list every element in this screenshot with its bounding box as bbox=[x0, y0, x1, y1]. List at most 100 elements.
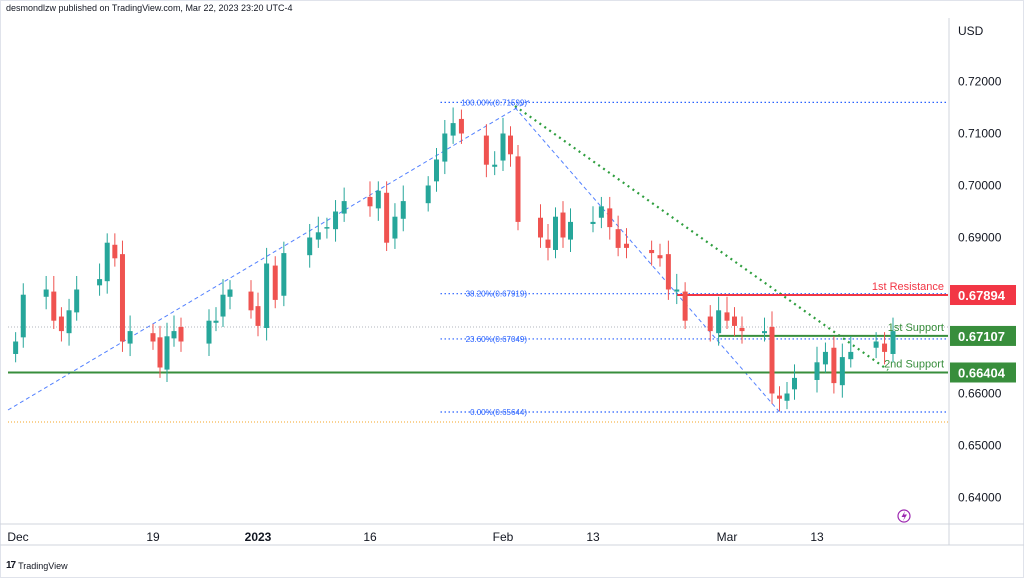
candle-body bbox=[665, 254, 671, 290]
candle-body bbox=[119, 254, 125, 342]
candle-body bbox=[882, 343, 888, 352]
candle-body bbox=[367, 196, 373, 207]
level-price-badge bbox=[950, 285, 1016, 306]
candle-body bbox=[400, 201, 406, 219]
currency-label: USD bbox=[958, 24, 984, 38]
candle-body bbox=[392, 216, 398, 239]
candle-body bbox=[97, 279, 103, 286]
candle-body bbox=[848, 351, 854, 360]
x-tick-label: Mar bbox=[717, 530, 738, 544]
candle-body bbox=[560, 212, 566, 238]
candle-body bbox=[375, 190, 381, 209]
level-price-text: 0.67894 bbox=[958, 288, 1006, 303]
candle-body bbox=[264, 263, 270, 328]
candle-body bbox=[739, 327, 745, 332]
candle-body bbox=[598, 206, 604, 218]
candle-body bbox=[178, 326, 184, 342]
y-tick-label: 0.71000 bbox=[958, 127, 1002, 141]
level-name-label: 1st Support bbox=[888, 322, 944, 334]
candle-body bbox=[220, 294, 226, 317]
candle-body bbox=[553, 216, 558, 250]
candle-body bbox=[307, 237, 313, 256]
candle-body bbox=[450, 123, 456, 136]
candle-body bbox=[51, 291, 57, 321]
candle-body bbox=[248, 291, 254, 311]
fib-diagonal[interactable] bbox=[510, 102, 780, 413]
candle-body bbox=[732, 316, 737, 326]
candle-body bbox=[607, 208, 613, 228]
candle-body bbox=[227, 289, 233, 297]
fib-level-label: 38.20%(0.67919) bbox=[466, 290, 528, 299]
candle-body bbox=[492, 164, 498, 167]
candle-body bbox=[150, 333, 156, 342]
candle-body bbox=[213, 320, 219, 323]
y-tick-label: 0.65000 bbox=[958, 439, 1002, 453]
candle-body bbox=[442, 133, 448, 162]
x-tick-label: 16 bbox=[363, 530, 377, 544]
candle-body bbox=[500, 133, 506, 161]
candle-body bbox=[839, 357, 845, 386]
y-tick-label: 0.70000 bbox=[958, 179, 1002, 193]
level-price-text: 0.67107 bbox=[958, 329, 1005, 344]
x-tick-label: Dec bbox=[7, 530, 28, 544]
candle-body bbox=[164, 336, 170, 370]
y-tick-label: 0.72000 bbox=[958, 75, 1002, 89]
candle-body bbox=[657, 255, 663, 259]
candle-body bbox=[624, 243, 629, 248]
candle-body bbox=[814, 362, 820, 380]
candle-body bbox=[769, 326, 775, 394]
y-tick-label: 0.66000 bbox=[958, 387, 1002, 401]
candle-body bbox=[66, 310, 72, 334]
x-tick-label: 13 bbox=[810, 530, 824, 544]
candle-body bbox=[568, 221, 573, 240]
level-name-label: 2nd Support bbox=[884, 358, 944, 370]
candle-body bbox=[333, 211, 339, 230]
lightning-icon[interactable] bbox=[897, 509, 911, 523]
candle-body bbox=[458, 118, 464, 134]
candle-body bbox=[112, 244, 118, 259]
fib-level-label: 100.00%(0.71599) bbox=[461, 98, 527, 107]
candle-body bbox=[831, 347, 837, 384]
y-tick-label: 0.64000 bbox=[958, 491, 1002, 505]
publisher-text: desmondlzw published on TradingView.com,… bbox=[6, 3, 293, 13]
candle-body bbox=[20, 294, 26, 338]
fib-level-label: 23.60%(0.67049) bbox=[466, 335, 528, 344]
candle-body bbox=[171, 331, 177, 339]
candle-body bbox=[315, 232, 321, 240]
candle-body bbox=[615, 229, 621, 248]
y-tick-label: 0.69000 bbox=[958, 231, 1002, 245]
candle-body bbox=[515, 156, 521, 222]
ascending-trendline[interactable] bbox=[7, 99, 531, 411]
candle-body bbox=[822, 351, 828, 365]
tradingview-logo[interactable]: 17 TradingView bbox=[6, 560, 68, 571]
level-price-badge bbox=[950, 362, 1016, 383]
candle-body bbox=[762, 331, 767, 334]
candle-body bbox=[792, 377, 797, 390]
candle-body bbox=[545, 239, 551, 248]
candle-body bbox=[707, 316, 713, 332]
candle-body bbox=[590, 221, 596, 224]
candle-body bbox=[724, 312, 730, 321]
candle-body bbox=[674, 289, 680, 292]
candle-body bbox=[324, 227, 330, 229]
descending-trendline[interactable] bbox=[514, 105, 889, 371]
candle-body bbox=[255, 306, 261, 326]
candle-body bbox=[384, 192, 390, 243]
level-price-text: 0.66404 bbox=[958, 365, 1006, 380]
candle-body bbox=[890, 331, 896, 354]
candle-body bbox=[58, 316, 64, 332]
candle-body bbox=[777, 395, 782, 399]
candle-body bbox=[784, 393, 790, 401]
fib-level-label: 0.00%(0.65644) bbox=[470, 408, 527, 417]
candle-body bbox=[74, 289, 80, 313]
candle-body bbox=[127, 331, 133, 344]
candle-body bbox=[104, 242, 110, 282]
candle-body bbox=[682, 291, 688, 321]
candle-body bbox=[873, 341, 879, 348]
candle-body bbox=[272, 265, 278, 300]
candle-body bbox=[538, 217, 543, 238]
candle-body bbox=[13, 341, 19, 354]
x-tick-label: 2023 bbox=[245, 530, 272, 544]
x-tick-label: Feb bbox=[493, 530, 514, 544]
